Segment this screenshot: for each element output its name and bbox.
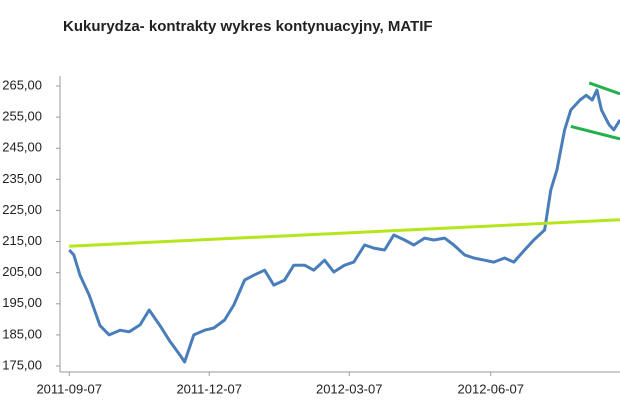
x-tick-label: 2012-03-07 [316,381,383,396]
y-tick-label: 205,00 [2,264,42,279]
y-tick-label: 255,00 [2,109,42,124]
x-tick-label: 2011-09-07 [36,381,102,396]
series-line [588,81,620,96]
y-tick-label: 235,00 [2,171,42,186]
y-tick-label: 225,00 [2,202,42,217]
series-line [68,88,620,364]
y-tick-label: 215,00 [2,233,42,248]
series-line [69,218,620,248]
y-tick-label: 175,00 [2,357,42,372]
x-tick-label: 2011-12-07 [176,381,242,396]
x-tick-label: 2012-06-07 [458,381,525,396]
y-tick-label: 185,00 [2,326,42,341]
chart-title: Kukurydza- kontrakty wykres kontynuacyjn… [63,18,433,35]
y-tick-label: 245,00 [2,140,42,155]
y-tick-label: 195,00 [2,295,42,310]
series-line [570,124,620,141]
y-tick-label: 265,00 [2,77,42,92]
